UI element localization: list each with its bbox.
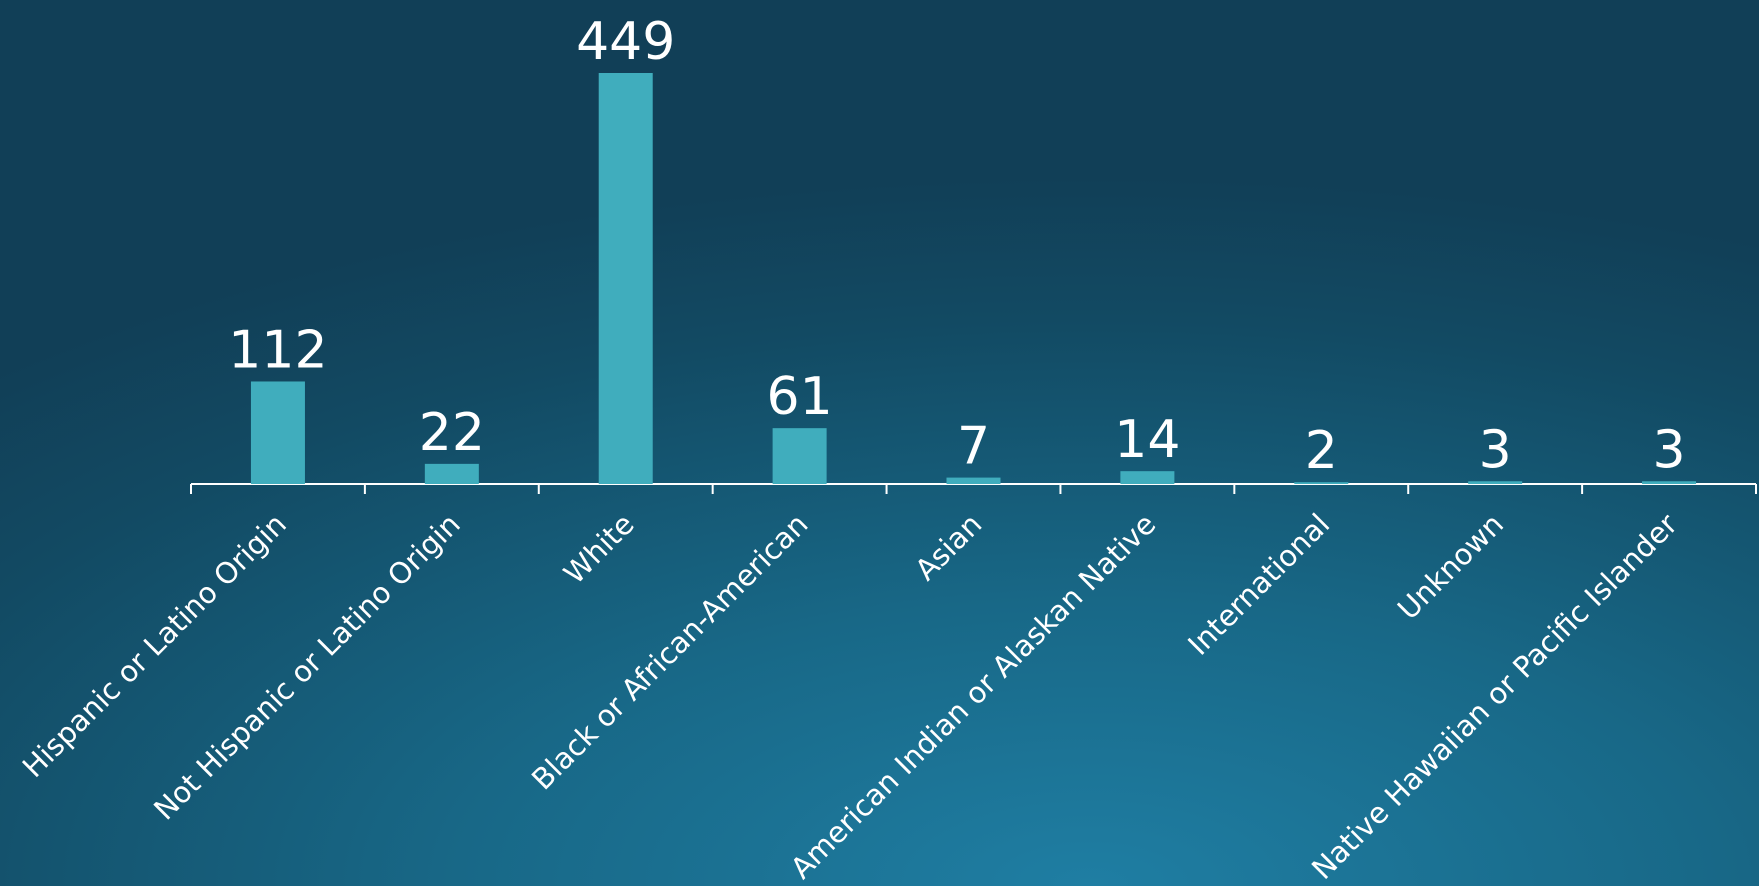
data-label: 112 <box>228 320 327 380</box>
bar <box>250 381 305 484</box>
data-label: 22 <box>419 403 485 463</box>
x-tick-label: Native Hawaiian or Pacific Islander <box>1305 507 1684 886</box>
x-tick-label: Asian <box>908 507 988 587</box>
data-label: 2 <box>1305 421 1338 481</box>
data-label: 61 <box>767 367 833 427</box>
bar <box>424 463 479 484</box>
bar <box>1642 481 1697 484</box>
data-label: 449 <box>576 12 675 72</box>
x-tick-label: Black or African-American <box>525 507 815 797</box>
data-label: 3 <box>1479 420 1512 480</box>
bar <box>1468 481 1523 484</box>
bar <box>772 428 827 484</box>
data-label: 3 <box>1653 420 1686 480</box>
x-tick-label: Not Hispanic or Latino Origin <box>147 507 467 827</box>
x-tick-label: Unknown <box>1391 507 1510 626</box>
data-label: 7 <box>957 417 990 477</box>
x-tick-label: International <box>1181 507 1336 662</box>
bar <box>1294 482 1349 484</box>
x-tick-label: American Indian or Alaskan Native <box>784 507 1162 885</box>
bar <box>598 73 653 484</box>
data-label: 14 <box>1114 410 1180 470</box>
x-tick-label: White <box>557 507 641 591</box>
bar <box>946 477 1001 484</box>
bar <box>1120 471 1175 484</box>
